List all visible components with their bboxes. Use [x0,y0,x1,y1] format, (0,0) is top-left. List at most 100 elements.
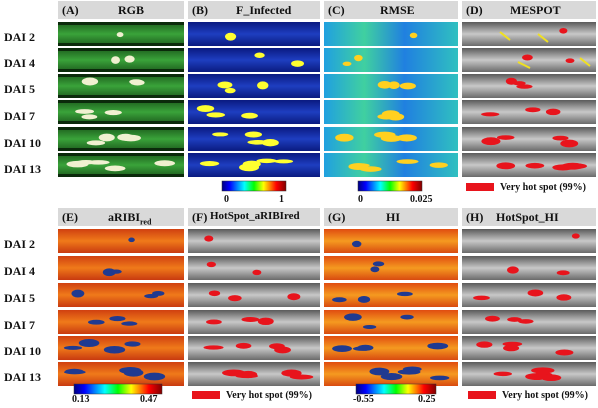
top-panel-rmse-6-spot-5 [359,166,382,172]
mespot-arrow-3 [517,61,531,69]
top-panel-infected-5 [188,127,320,151]
top-panel-mespot-4-spot-3 [545,108,561,116]
bottom-panel-hotspot-2-spot-2 [206,261,216,268]
bottom-panel-hotspot-2-spot-1 [556,270,570,276]
header-g-letter: (G) [328,210,346,224]
bottom-panel-aribi-1 [58,229,184,253]
header-d [462,1,596,19]
bottom-panel-hotspot-3-spot-2 [228,295,242,302]
bottom-panel-aribi-4-spot-2 [87,319,105,325]
top-panel-infected-4-spot-3 [196,105,215,112]
bottom-panel-hotspot-4-spot-3 [485,315,500,322]
bottom-panel-aribi-5-spot-2 [124,341,141,347]
bottom-panel-hi-3 [324,283,458,307]
top-panel-mespot-1 [462,22,596,46]
top-panel-infected-6-spot-3 [256,158,277,164]
top-panel-rgb-5-spot-3 [86,140,106,146]
colorbar-c [357,180,423,192]
header-h-title: HotSpot_HI [496,210,559,224]
bottom-panel-hotspot-5-spot-3 [503,344,520,352]
bottom-panel-aribi-1-spot-1 [128,237,135,243]
top-panel-rgb-3-edge-top [58,74,184,77]
bottom-panel-aribi-6-spot-4 [119,367,142,374]
top-panel-mespot-1-spot-1 [559,27,568,34]
bottom-panel-hotspot-5-spot-3 [235,342,252,349]
top-panel-rgb-6-spot-4 [104,165,126,172]
bottom-panel-hotspot-2 [188,256,320,280]
legend-h-swatch [468,391,496,399]
top-panel-mespot-2-spot-1 [565,58,575,64]
header-f [188,208,320,226]
bottom-panel-hotspot-6-spot-5 [525,373,549,380]
bottom-panel-hi-6-spot-4 [397,369,421,375]
bottom-panel-hi-3-spot-1 [332,297,347,303]
bottom-row-label-5: DAI 10 [4,344,42,358]
bottom-panel-hotspot-1-spot-1 [571,233,580,239]
colorbar-b-max: 1 [279,194,284,205]
bottom-row-label-2: DAI 4 [4,264,36,278]
top-panel-rgb-6-edge-top [58,153,184,156]
top-panel-rmse-1 [324,22,458,46]
bottom-panel-hi-6-spot-3 [429,375,450,381]
top-panel-rgb-2 [58,48,184,72]
bottom-panel-aribi-4-spot-3 [121,321,138,326]
legend-h-text: Very hot spot (99%) [502,390,589,401]
top-panel-infected-3 [188,74,320,98]
bottom-panel-hi-4-spot-2 [400,314,414,320]
top-panel-rgb-2-edge-bottom [58,69,184,72]
bottom-panel-aribi-4 [58,310,184,334]
header-c-title: RMSE [380,3,415,17]
top-row-label-3: DAI 5 [4,82,36,96]
header-c [324,1,458,19]
legend-f-swatch [192,391,220,399]
bottom-panel-aribi-6-spot-5 [64,368,84,375]
top-row-label-2: DAI 4 [4,56,36,70]
top-panel-mespot-6-spot-2 [496,162,516,170]
header-b [188,1,320,19]
bottom-panel-hotspot-5 [462,336,596,360]
mespot-arrow-4 [579,57,591,67]
colorbar-g [355,383,437,395]
colorbar-g-max: 0.25 [418,394,436,405]
bottom-panel-hi-6-spot-5 [369,367,390,376]
bottom-panel-hotspot-6-spot-4 [222,369,246,377]
bottom-panel-hi-4 [324,310,458,334]
legend-d-text: Very hot spot (99%) [500,182,587,193]
bottom-panel-hotspot-2-spot-1 [252,269,262,276]
top-panel-rmse-6-spot-3 [429,162,448,168]
top-panel-rgb-3-spot-2 [130,79,145,86]
bottom-panel-hotspot-4-spot-2 [507,317,522,322]
header-b-letter: (B) [192,3,208,17]
mespot-arrow-1 [499,31,511,41]
top-row-label-6: DAI 13 [4,162,42,176]
bottom-row-label-6: DAI 13 [4,370,42,384]
colorbar-e [73,383,163,395]
bottom-panel-hotspot-5-spot-4 [555,349,574,356]
bottom-row-label-3: DAI 5 [4,291,36,305]
bottom-panel-aribi-4-spot-1 [109,315,126,322]
top-panel-mespot-3-spot-3 [512,81,526,86]
bottom-panel-hi-1-spot-1 [351,240,362,248]
bottom-panel-hi-1 [324,229,458,253]
bottom-panel-hotspot-4-spot-1 [241,317,260,323]
bottom-row-label-1: DAI 2 [4,237,36,251]
header-e-title: aRIBIred [108,210,151,226]
top-panel-rmse-3-spot-1 [377,80,392,89]
top-panel-rgb-4-spot-3 [81,114,98,120]
header-g [324,208,458,226]
bottom-panel-aribi-5-spot-3 [103,345,126,354]
bottom-panel-hotspot-3-spot-1 [527,289,544,297]
bottom-panel-aribi-2-spot-2 [110,269,122,274]
top-panel-infected-4-spot-1 [241,112,258,119]
top-panel-rgb-3 [58,74,184,98]
bottom-panel-hotspot-6-spot-5 [281,369,302,377]
colorbar-c-min: 0 [358,194,363,205]
top-panel-rmse-2 [324,48,458,72]
top-panel-infected-2 [188,48,320,72]
top-panel-rmse-5-spot-4 [335,133,354,142]
top-panel-mespot-5-spot-4 [496,135,515,140]
top-panel-rgb-6-spot-2 [66,160,89,168]
top-panel-rgb-2-spot-2 [124,55,135,63]
